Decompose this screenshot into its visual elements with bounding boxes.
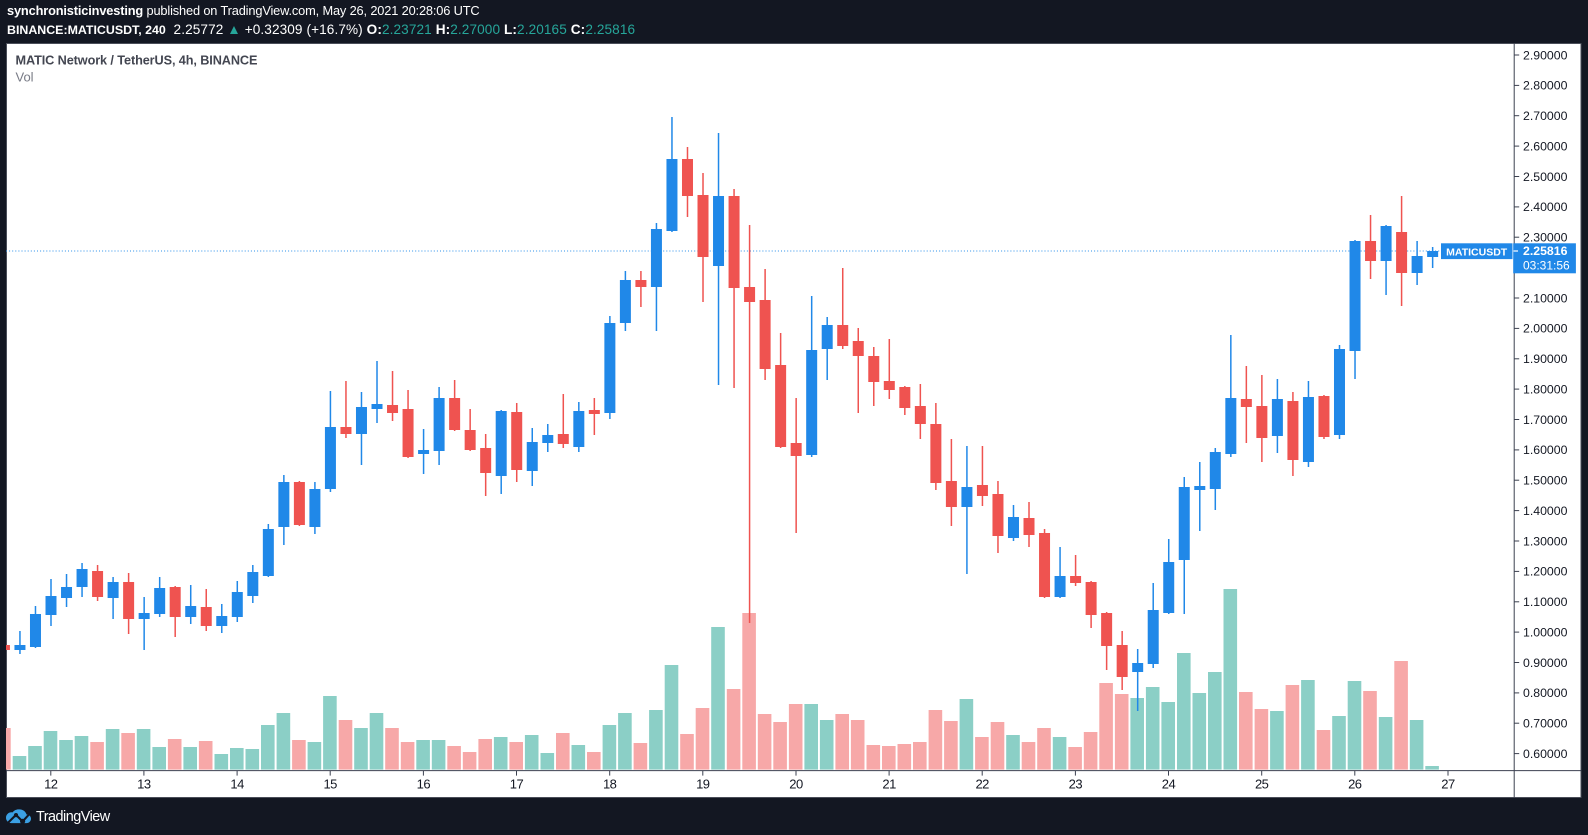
svg-text:2.80000: 2.80000 [1523,79,1568,93]
svg-text:22: 22 [975,777,989,792]
svg-text:1.90000: 1.90000 [1523,352,1568,366]
svg-text:2.50000: 2.50000 [1523,170,1568,184]
svg-text:MATIC Network / TetherUS, 4h,: MATIC Network / TetherUS, 4h, BINANCE [16,54,258,68]
svg-text:13: 13 [137,777,151,792]
svg-text:Vol: Vol [16,70,34,85]
svg-text:1.70000: 1.70000 [1523,413,1568,427]
svg-text:2.40000: 2.40000 [1523,200,1568,214]
svg-text:1.20000: 1.20000 [1523,565,1568,579]
svg-text:15: 15 [323,777,337,792]
svg-text:17: 17 [510,777,524,792]
svg-text:1.40000: 1.40000 [1523,504,1568,518]
svg-text:1.00000: 1.00000 [1523,625,1568,639]
svg-text:18: 18 [603,777,617,792]
svg-text:03:31:56: 03:31:56 [1523,259,1570,273]
svg-text:0.60000: 0.60000 [1523,747,1568,761]
svg-text:1.10000: 1.10000 [1523,595,1568,609]
svg-text:MATICUSDT: MATICUSDT [1446,246,1508,258]
svg-text:21: 21 [882,777,896,792]
svg-text:0.90000: 0.90000 [1523,656,1568,670]
svg-text:2.30000: 2.30000 [1523,231,1568,245]
svg-text:12: 12 [44,777,58,792]
svg-text:2.25816: 2.25816 [1523,244,1568,258]
svg-text:2.10000: 2.10000 [1523,291,1568,305]
svg-text:0.70000: 0.70000 [1523,717,1568,731]
svg-text:14: 14 [230,777,244,792]
svg-text:2.60000: 2.60000 [1523,139,1568,153]
svg-text:0.80000: 0.80000 [1523,686,1568,700]
svg-text:2.90000: 2.90000 [1523,48,1568,62]
svg-text:2.70000: 2.70000 [1523,109,1568,123]
svg-text:16: 16 [417,777,431,792]
svg-text:1.60000: 1.60000 [1523,443,1568,457]
svg-text:1.80000: 1.80000 [1523,382,1568,396]
svg-text:27: 27 [1441,777,1455,792]
svg-text:20: 20 [789,777,803,792]
svg-text:1.30000: 1.30000 [1523,534,1568,548]
svg-text:19: 19 [696,777,710,792]
svg-text:1.50000: 1.50000 [1523,474,1568,488]
svg-text:26: 26 [1348,777,1362,792]
svg-text:24: 24 [1162,777,1176,792]
svg-text:25: 25 [1255,777,1269,792]
svg-text:2.00000: 2.00000 [1523,322,1568,336]
svg-text:23: 23 [1069,777,1083,792]
